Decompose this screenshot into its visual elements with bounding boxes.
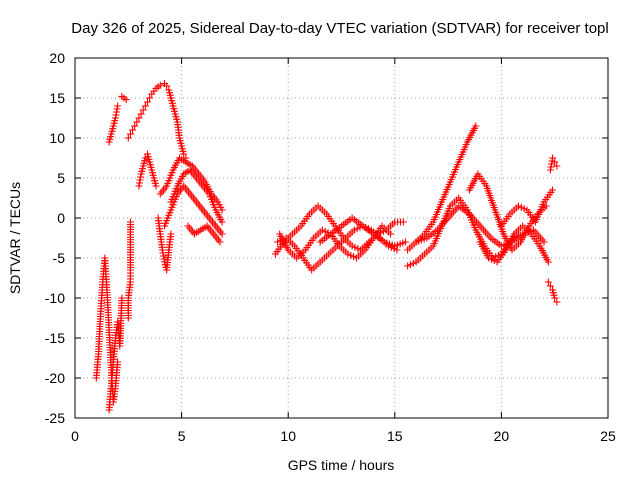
- x-tick-label: 0: [71, 428, 79, 444]
- y-tick-label: 0: [57, 210, 65, 226]
- series-midday-d: [316, 214, 409, 250]
- series-morning-low: [154, 214, 175, 274]
- data-point: [122, 96, 130, 104]
- data-point: [551, 158, 559, 166]
- y-axis-ticks: -25 -20 -15 -10 -5 0 5 10 15 20: [45, 50, 608, 426]
- data-point: [542, 202, 550, 210]
- data-point: [216, 238, 224, 246]
- y-tick-label: -25: [45, 410, 65, 426]
- series-morning-decay-d: [184, 222, 224, 246]
- y-tick-label: -10: [45, 290, 65, 306]
- data-point: [544, 258, 552, 266]
- data-points: [92, 80, 561, 414]
- data-point: [141, 102, 149, 110]
- series-morning-peak: [148, 80, 190, 162]
- series-low-stack: [124, 218, 134, 322]
- series-morning-decay-b: [161, 182, 226, 238]
- series-early-rise: [105, 102, 122, 146]
- data-point: [387, 230, 395, 238]
- chart-title: Day 326 of 2025, Sidereal Day-to-day VTE…: [71, 20, 608, 37]
- data-point: [124, 134, 132, 142]
- series-afternoon-e: [497, 186, 557, 230]
- data-point: [131, 122, 139, 130]
- data-point: [553, 298, 561, 306]
- series-midday-a: [271, 202, 407, 258]
- y-tick-label: 5: [57, 170, 65, 186]
- data-point: [133, 118, 141, 126]
- data-point: [218, 230, 226, 238]
- data-point: [129, 126, 137, 134]
- series-morning-decay-c: [167, 166, 226, 226]
- y-tick-label: -5: [53, 250, 66, 266]
- data-point: [549, 186, 557, 194]
- series-late-drop: [544, 278, 561, 306]
- series-midday-c: [276, 222, 395, 262]
- data-point: [546, 282, 554, 290]
- series-afternoon-d: [476, 222, 552, 266]
- data-point: [544, 278, 552, 286]
- data-point: [146, 94, 154, 102]
- data-point: [156, 81, 164, 89]
- series-afternoon-climb: [404, 122, 480, 254]
- data-point: [126, 130, 134, 138]
- data-point: [399, 218, 407, 226]
- data-point: [218, 218, 226, 226]
- series-early-rise-2: [118, 92, 130, 104]
- x-tick-label: 15: [387, 428, 403, 444]
- data-point: [167, 230, 175, 238]
- data-point: [139, 106, 147, 114]
- plot-frame: [74, 57, 609, 419]
- series-morning-mid: [135, 150, 160, 190]
- data-point: [472, 122, 480, 130]
- data-point: [152, 182, 160, 190]
- y-tick-label: 20: [49, 50, 65, 66]
- y-tick-label: 10: [49, 130, 65, 146]
- x-tick-label: 5: [178, 428, 186, 444]
- data-point: [551, 294, 559, 302]
- x-tick-label: 10: [280, 428, 296, 444]
- data-point: [126, 218, 134, 226]
- x-tick-label: 25: [600, 428, 616, 444]
- series-early-cluster-b: [105, 294, 126, 414]
- x-axis-label: GPS time / hours: [288, 457, 395, 473]
- y-tick-label: -20: [45, 370, 65, 386]
- x-axis-ticks: 0 5 10 15 20 25: [71, 58, 616, 444]
- data-point: [180, 150, 188, 158]
- y-tick-label: -15: [45, 330, 65, 346]
- data-point: [218, 206, 226, 214]
- data-point: [553, 162, 561, 170]
- data-point: [401, 238, 409, 246]
- data-point: [118, 294, 126, 302]
- data-point: [163, 82, 171, 90]
- data-point: [549, 154, 557, 162]
- data-point: [143, 98, 151, 106]
- data-point: [114, 102, 122, 110]
- data-point: [540, 238, 548, 246]
- data-point: [137, 110, 145, 118]
- x-tick-label: 20: [494, 428, 510, 444]
- y-tick-label: 15: [49, 90, 65, 106]
- series-mid-rise: [124, 94, 154, 142]
- data-point: [135, 114, 143, 122]
- series-late-spike: [546, 154, 561, 174]
- y-axis-label: SDTVAR / TECUs: [7, 182, 23, 294]
